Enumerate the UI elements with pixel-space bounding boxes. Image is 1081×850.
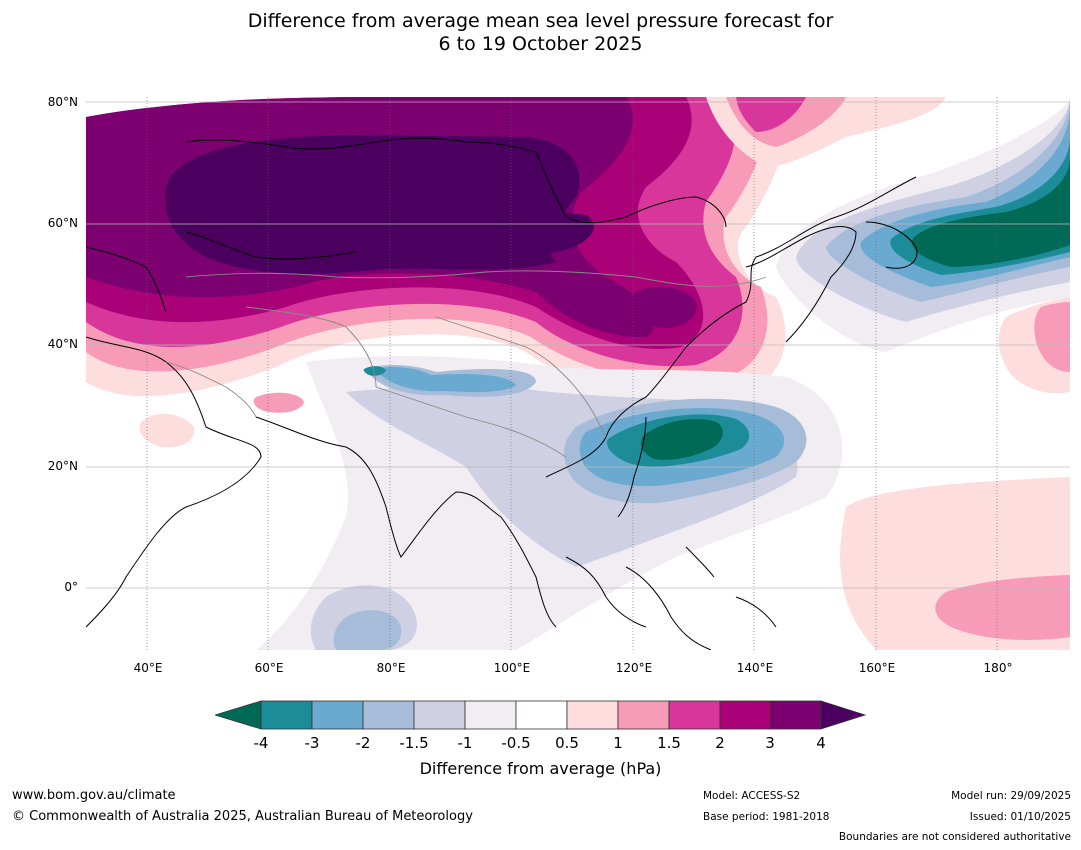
lat-label-40n: 40°N: [47, 337, 78, 351]
map-title: Difference from average mean sea level p…: [0, 10, 1081, 56]
colorbar-tick-label: 4: [816, 734, 826, 752]
colorbar-segment: [770, 700, 822, 730]
pressure-anomaly-map: [86, 97, 1070, 650]
copyright-text: © Commonwealth of Australia 2025, Austra…: [12, 809, 473, 824]
lon-label-40e: 40°E: [133, 661, 163, 675]
colorbar-segment: [413, 700, 466, 730]
colorbar-segment: [668, 700, 721, 730]
lon-label-60e: 60°E: [254, 661, 284, 675]
positive-anomaly-arctic: [706, 97, 946, 167]
colorbar-extend-max: [820, 700, 867, 730]
colorbar-tick-label: -3: [304, 734, 320, 752]
colorbar-tick-label: -1.5: [399, 734, 429, 752]
colorbar-segment: [464, 700, 517, 730]
lat-label-60n: 60°N: [47, 216, 78, 230]
model-run-date: Model run: 29/09/2025: [951, 790, 1071, 802]
colorbar-segment: [311, 700, 364, 730]
lat-label-0: 0°: [64, 580, 78, 594]
country-borders: [165, 270, 767, 458]
lon-label-180: 180°: [983, 661, 1013, 675]
colorbar-segment: [362, 700, 415, 730]
colorbar-extend-min: [215, 700, 262, 730]
lon-label-160e: 160°E: [858, 661, 896, 675]
colorbar-tick-label: 0.5: [555, 734, 579, 752]
base-period: Base period: 1981-2018: [703, 811, 830, 823]
boundaries-disclaimer: Boundaries are not considered authoritat…: [838, 831, 1071, 843]
lon-label-120e: 120°E: [615, 661, 653, 675]
latitude-lines: [86, 101, 1070, 589]
lon-label-80e: 80°E: [376, 661, 406, 675]
lat-label-80n: 80°N: [47, 95, 78, 109]
colorbar-tick-label: -2: [355, 734, 371, 752]
website-link[interactable]: www.bom.gov.au/climate: [12, 788, 176, 803]
graticule: [146, 97, 998, 650]
title-line-1: Difference from average mean sea level p…: [247, 10, 834, 32]
positive-anomaly-pacific: [139, 297, 1070, 650]
colorbar-segment: [617, 700, 670, 730]
colorbar-segment: [719, 700, 772, 730]
colorbar-tick-label: 1.5: [657, 734, 681, 752]
lon-label-100e: 100°E: [493, 661, 531, 675]
model-name: Model: ACCESS-S2: [703, 790, 801, 802]
title-line-2: 6 to 19 October 2025: [438, 33, 643, 55]
colorbar-segment: [515, 700, 568, 730]
colorbar-title: Difference from average (hPa): [419, 759, 662, 778]
colorbar-tick-label: -1: [457, 734, 473, 752]
colorbar-segment: [566, 700, 619, 730]
negative-anomaly-west-pacific: [256, 355, 843, 650]
lat-label-20n: 20°N: [47, 459, 78, 473]
positive-anomaly-siberia: [86, 97, 786, 400]
colorbar-tick-label: -4: [253, 734, 269, 752]
coastlines: [86, 137, 918, 650]
anomaly-field: [86, 97, 1070, 650]
colorbar-tick-label: -0.5: [501, 734, 531, 752]
colorbar-tick-label: 2: [715, 734, 725, 752]
issued-date: Issued: 01/10/2025: [969, 811, 1071, 823]
lon-label-140e: 140°E: [736, 661, 774, 675]
colorbar: [215, 700, 867, 730]
colorbar-tick-label: 3: [765, 734, 775, 752]
colorbar-segment: [260, 700, 313, 730]
colorbar-tick-label: 1: [613, 734, 623, 752]
negative-anomaly-kamchatka: [776, 97, 1070, 352]
